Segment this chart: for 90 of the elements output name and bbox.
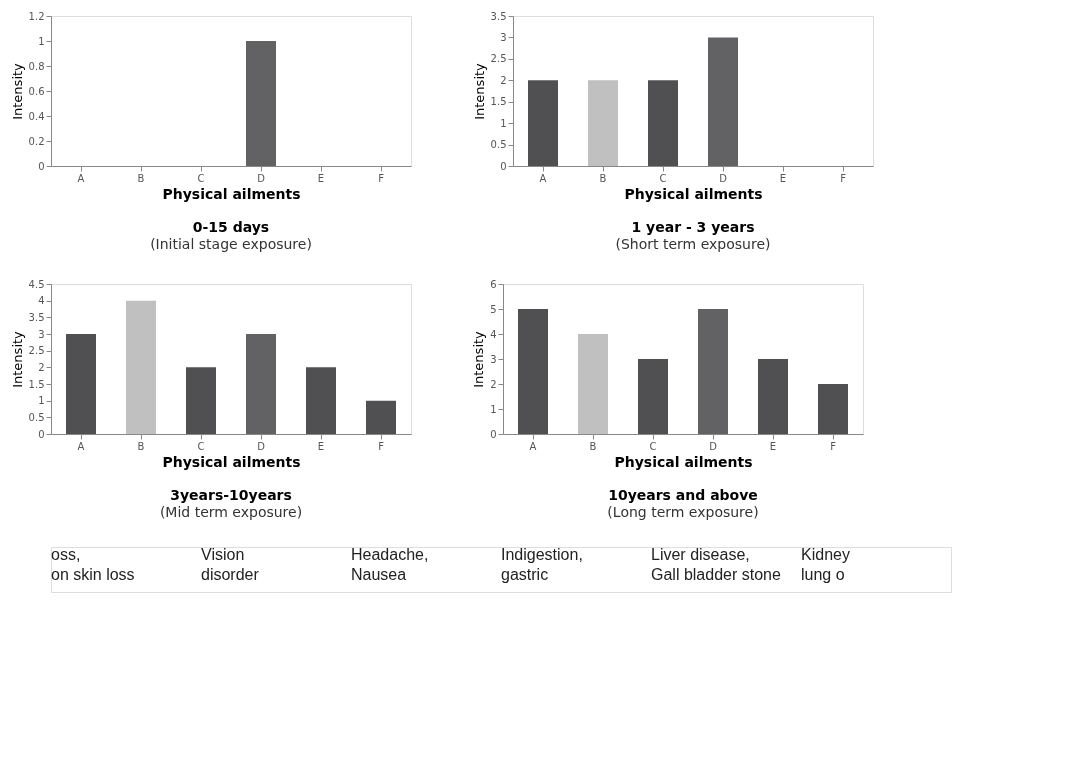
- bar: [578, 334, 608, 434]
- x-tick-label: A: [539, 172, 547, 184]
- y-axis-title: Intensity: [471, 330, 487, 388]
- text: Liver disease, Gall bladder stone: [651, 546, 781, 583]
- x-axis-title: Physical ailments: [162, 453, 301, 470]
- bar: [366, 400, 396, 434]
- x-tick-label: A: [77, 440, 85, 452]
- y-tick-label: 3: [38, 328, 45, 340]
- y-tick-label: 1.2: [28, 10, 45, 22]
- y-tick-label: 3: [490, 353, 497, 365]
- text: (Long term exposure): [607, 504, 759, 520]
- text: (Initial stage exposure): [150, 236, 312, 252]
- y-tick-label: 2: [500, 74, 507, 86]
- y-tick-label: 5: [490, 303, 497, 315]
- bar: [758, 359, 788, 434]
- y-axis-title: Intensity: [9, 62, 25, 120]
- y-tick-label: 2.5: [490, 53, 507, 65]
- text: Headache, Nausea: [351, 546, 429, 583]
- text: Vision disorder: [201, 546, 260, 583]
- x-tick-label: C: [649, 440, 657, 452]
- text: Indigestion, gastric: [501, 546, 583, 583]
- y-tick-label: 1.5: [490, 96, 507, 108]
- text: 0-15 days: [192, 219, 270, 235]
- text: 3years-10years: [170, 487, 292, 503]
- y-tick-label: 6: [490, 278, 497, 290]
- x-tick-label: F: [840, 172, 847, 184]
- x-tick-label: F: [830, 440, 837, 452]
- x-axis-title: Physical ailments: [614, 453, 753, 470]
- y-tick-label: 4.5: [28, 278, 45, 290]
- x-tick-label: E: [317, 440, 325, 452]
- x-tick-label: A: [77, 172, 85, 184]
- x-tick-label: D: [257, 440, 266, 452]
- x-tick-label: B: [137, 172, 145, 184]
- x-axis-title: Physical ailments: [624, 185, 763, 202]
- bar: [638, 359, 668, 434]
- x-tick-label: C: [659, 172, 667, 184]
- text: oss, on skin loss: [51, 546, 135, 583]
- y-tick-label: 0: [490, 428, 497, 440]
- y-axis-title: Intensity: [471, 62, 487, 120]
- x-tick-label: B: [589, 440, 597, 452]
- y-tick-label: 3.5: [490, 10, 507, 22]
- x-tick-label: C: [197, 172, 205, 184]
- x-tick-label: A: [529, 440, 537, 452]
- x-tick-label: F: [378, 172, 385, 184]
- x-tick-label: B: [599, 172, 607, 184]
- x-tick-label: E: [769, 440, 777, 452]
- bar: [246, 334, 276, 434]
- y-tick-label: 1: [38, 35, 45, 47]
- y-tick-label: 2.5: [28, 345, 45, 357]
- x-tick-label: F: [378, 440, 385, 452]
- y-tick-label: 1: [38, 395, 45, 407]
- y-tick-label: 3.5: [28, 311, 45, 323]
- bar: [518, 309, 548, 434]
- text: 1 year - 3 years: [631, 219, 755, 235]
- y-tick-label: 0.4: [28, 110, 45, 122]
- bar: [818, 384, 848, 434]
- y-tick-label: 0.5: [28, 411, 45, 423]
- bar: [306, 367, 336, 434]
- bar: [186, 367, 216, 434]
- y-tick-label: 4: [38, 295, 45, 307]
- y-tick-label: 1: [490, 403, 497, 415]
- x-tick-label: D: [709, 440, 718, 452]
- y-tick-label: 4: [490, 328, 497, 340]
- y-tick-label: 0.2: [28, 135, 45, 147]
- x-tick-label: D: [257, 172, 266, 184]
- y-tick-label: 0.6: [28, 85, 45, 97]
- x-axis-title: Physical ailments: [162, 185, 301, 202]
- y-tick-label: 3: [500, 31, 507, 43]
- y-tick-label: 0.8: [28, 60, 45, 72]
- text: Kidney lung o: [801, 546, 850, 583]
- y-tick-label: 0: [500, 160, 507, 172]
- bar: [698, 309, 728, 434]
- y-tick-label: 1: [500, 117, 507, 129]
- text: (Short term exposure): [615, 236, 771, 252]
- x-tick-label: E: [779, 172, 787, 184]
- y-tick-label: 0: [38, 428, 45, 440]
- x-tick-label: D: [719, 172, 728, 184]
- bar: [126, 300, 156, 434]
- y-axis-title: Intensity: [9, 330, 25, 388]
- x-tick-label: B: [137, 440, 145, 452]
- y-tick-label: 0: [38, 160, 45, 172]
- bar: [66, 334, 96, 434]
- y-tick-label: 1.5: [28, 378, 45, 390]
- x-tick-label: E: [317, 172, 325, 184]
- text: 10years and above: [608, 487, 758, 503]
- x-tick-label: C: [197, 440, 205, 452]
- y-tick-label: 2: [490, 378, 497, 390]
- y-tick-label: 2: [38, 361, 45, 373]
- text: (Mid term exposure): [159, 504, 303, 520]
- y-tick-label: 0.5: [490, 139, 507, 151]
